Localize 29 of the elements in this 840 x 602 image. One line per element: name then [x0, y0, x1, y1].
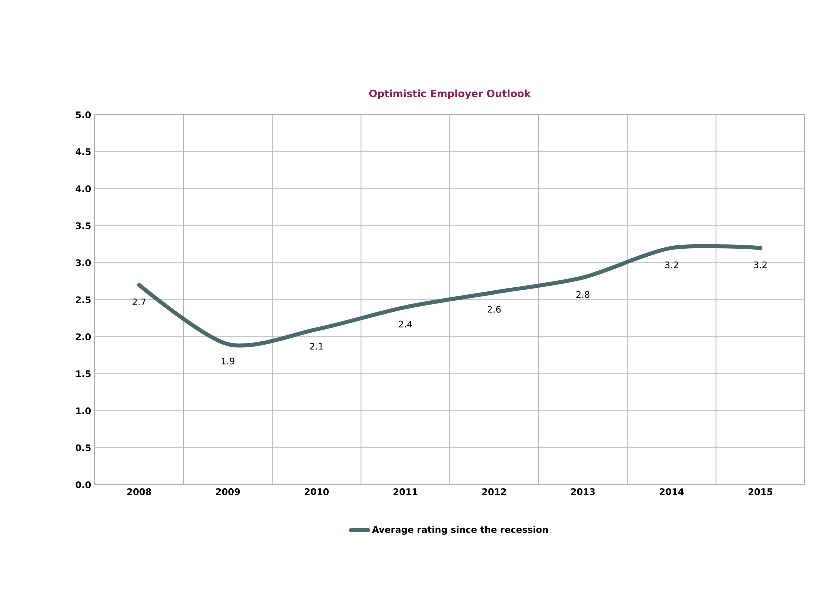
x-tick-label: 2012 [482, 488, 506, 496]
data-label: 2.1 [310, 343, 324, 350]
data-label: 3.2 [665, 262, 678, 269]
data-label: 2.6 [488, 306, 501, 313]
data-label: 2.7 [132, 298, 146, 306]
x-tick-label: 2009 [216, 488, 240, 496]
x-tick-label: 2014 [660, 488, 684, 496]
y-tick-label: 2.0 [76, 334, 92, 340]
x-tick-label: 2015 [748, 488, 773, 496]
x-tick-label: 2011 [394, 488, 418, 496]
data-label: 2.8 [576, 291, 590, 298]
y-tick-label: 0.5 [76, 444, 91, 452]
data-label: 2.4 [399, 320, 412, 328]
x-tick-label: 2008 [128, 488, 152, 496]
y-tick-label: 4.0 [76, 186, 92, 192]
x-tick-label: 2010 [305, 488, 329, 496]
y-tick-label: 3.0 [76, 260, 92, 266]
y-tick-label: 4.5 [76, 148, 91, 156]
y-tick-label: 3.5 [76, 222, 91, 230]
legend-label: Average rating since the recession [372, 526, 548, 535]
data-label: 3.2 [754, 262, 767, 269]
chart-title: Optimistic Employer Outlook [370, 90, 532, 100]
y-tick-label: 5.0 [76, 112, 92, 118]
y-tick-label: 0.0 [76, 482, 92, 488]
x-tick-label: 2013 [571, 488, 595, 496]
data-label: 1.9 [222, 358, 235, 365]
y-tick-label: 2.5 [76, 296, 91, 304]
y-tick-label: 1.0 [76, 408, 92, 414]
y-tick-label: 1.5 [76, 370, 91, 378]
